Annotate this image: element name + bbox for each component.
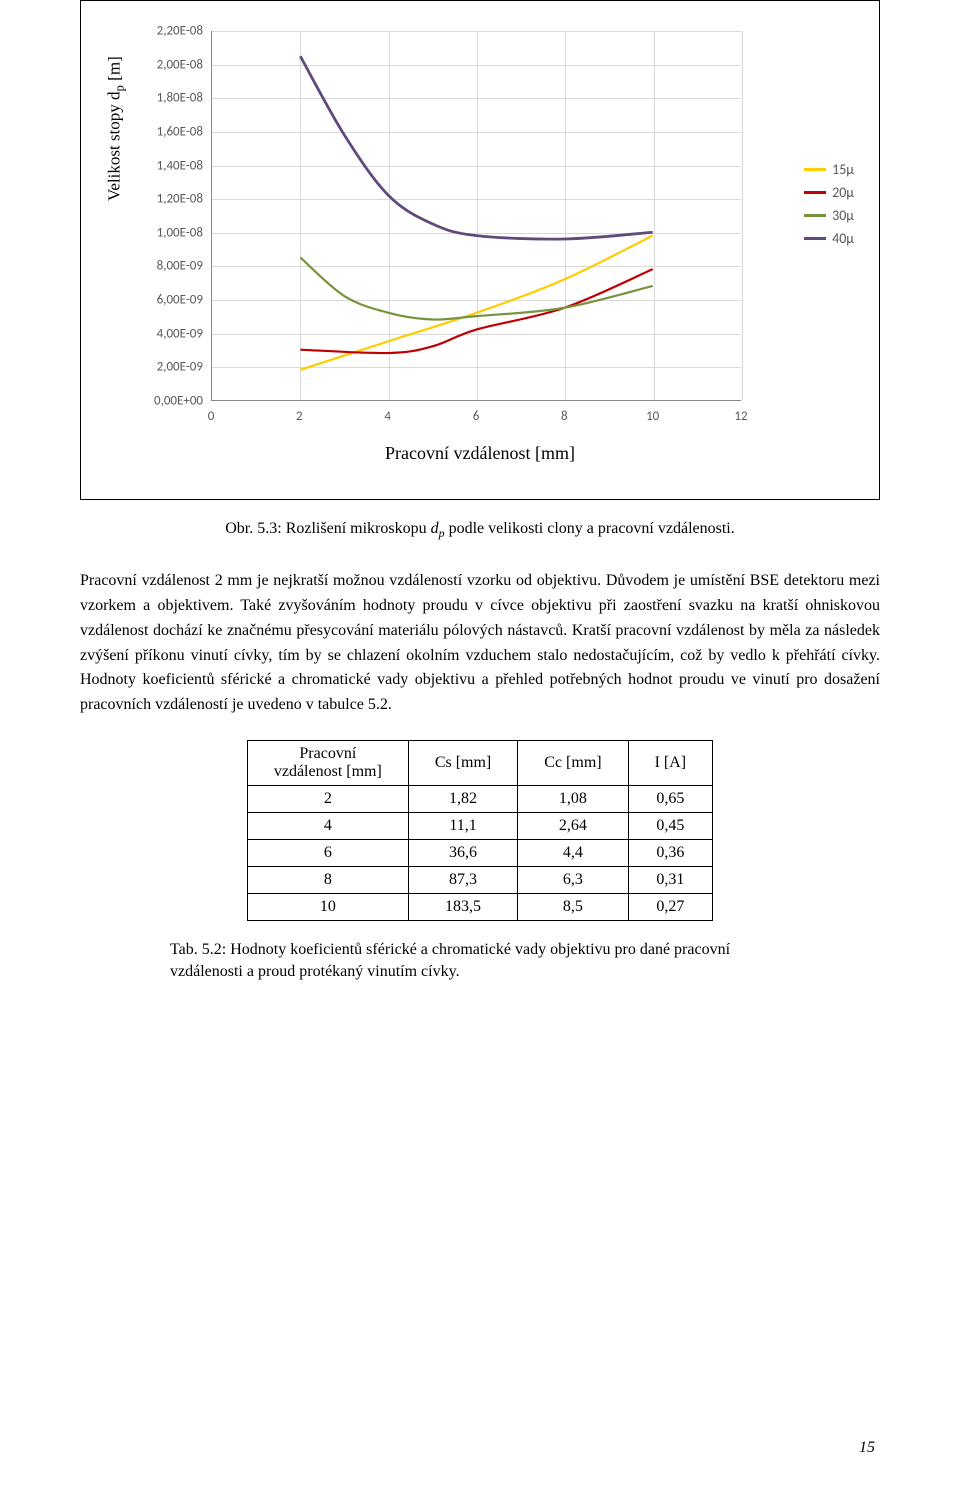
x-tick-label: 2 — [284, 409, 314, 424]
y-tick-label: 8,00E-09 — [133, 259, 203, 274]
figure-caption: Obr. 5.3: Rozlišení mikroskopu dp podle … — [80, 520, 880, 541]
chart-container: Velikost stopy dp [m] Pracovní vzdálenos… — [80, 0, 880, 500]
x-tick-label: 12 — [726, 409, 756, 424]
y-tick-label: 1,40E-08 — [133, 158, 203, 173]
table-cell: 36,6 — [408, 839, 517, 866]
x-tick-label: 8 — [549, 409, 579, 424]
legend-item: 40μ — [804, 230, 854, 247]
y-tick-label: 6,00E-09 — [133, 293, 203, 308]
table-cell: 87,3 — [408, 866, 517, 893]
table-row: 411,12,640,45 — [247, 812, 712, 839]
table-cell: 0,65 — [628, 785, 713, 812]
chart-legend: 15μ 20μ 30μ 40μ — [804, 161, 854, 247]
legend-item: 20μ — [804, 184, 854, 201]
series-line — [300, 257, 652, 319]
y-tick-label: 4,00E-09 — [133, 326, 203, 341]
x-tick-label: 0 — [196, 409, 226, 424]
table-cell: 11,1 — [408, 812, 517, 839]
x-axis-title: Pracovní vzdálenost [mm] — [385, 443, 575, 464]
legend-label: 15μ — [832, 161, 854, 178]
x-tick-label: 10 — [638, 409, 668, 424]
table-cell: 0,45 — [628, 812, 713, 839]
y-tick-label: 2,00E-08 — [133, 57, 203, 72]
x-tick-label: 4 — [373, 409, 403, 424]
series-line — [300, 269, 652, 353]
table-cell: 0,36 — [628, 839, 713, 866]
table-cell: 6,3 — [518, 866, 628, 893]
table-header-cell: Cs [mm] — [408, 740, 517, 785]
table-cell: 6 — [247, 839, 408, 866]
y-tick-label: 0,00E+00 — [133, 394, 203, 409]
chart-lines — [212, 31, 741, 400]
y-axis-title: Velikost stopy dp [m] — [104, 56, 127, 201]
series-line — [300, 236, 652, 370]
table-cell: 0,27 — [628, 893, 713, 920]
table-cell: 8,5 — [518, 893, 628, 920]
legend-swatch — [804, 191, 826, 193]
y-tick-label: 2,00E-09 — [133, 360, 203, 375]
table-row: 21,821,080,65 — [247, 785, 712, 812]
table-cell: 1,08 — [518, 785, 628, 812]
table-row: 636,64,40,36 — [247, 839, 712, 866]
legend-item: 30μ — [804, 207, 854, 224]
table-cell: 2 — [247, 785, 408, 812]
y-tick-label: 2,20E-08 — [133, 24, 203, 39]
legend-label: 40μ — [832, 230, 854, 247]
y-tick-label: 1,60E-08 — [133, 124, 203, 139]
table-cell: 10 — [247, 893, 408, 920]
table-cell: 1,82 — [408, 785, 517, 812]
table-cell: 8 — [247, 866, 408, 893]
chart-plot-area — [211, 31, 741, 401]
table-cell: 0,31 — [628, 866, 713, 893]
legend-swatch — [804, 168, 826, 170]
y-tick-label: 1,80E-08 — [133, 91, 203, 106]
x-tick-label: 6 — [461, 409, 491, 424]
table-header-cell: Cc [mm] — [518, 740, 628, 785]
legend-label: 20μ — [832, 184, 854, 201]
y-tick-label: 1,00E-08 — [133, 225, 203, 240]
table-header-cell: I [A] — [628, 740, 713, 785]
legend-swatch — [804, 237, 826, 240]
legend-label: 30μ — [832, 207, 854, 224]
table-header-cell: Pracovnívzdálenost [mm] — [247, 740, 408, 785]
table-cell: 183,5 — [408, 893, 517, 920]
data-table: Pracovnívzdálenost [mm]Cs [mm]Cc [mm]I [… — [247, 740, 713, 921]
table-cell: 4 — [247, 812, 408, 839]
y-tick-label: 1,20E-08 — [133, 192, 203, 207]
table-cell: 2,64 — [518, 812, 628, 839]
body-paragraph: Pracovní vzdálenost 2 mm je nejkratší mo… — [80, 569, 880, 718]
legend-swatch — [804, 214, 826, 216]
table-cell: 4,4 — [518, 839, 628, 866]
table-row: 887,36,30,31 — [247, 866, 712, 893]
table-caption: Tab. 5.2: Hodnoty koeficientů sférické a… — [170, 939, 790, 984]
series-line — [300, 56, 652, 239]
legend-item: 15μ — [804, 161, 854, 178]
table-row: 10183,58,50,27 — [247, 893, 712, 920]
page-number: 15 — [859, 1439, 875, 1457]
